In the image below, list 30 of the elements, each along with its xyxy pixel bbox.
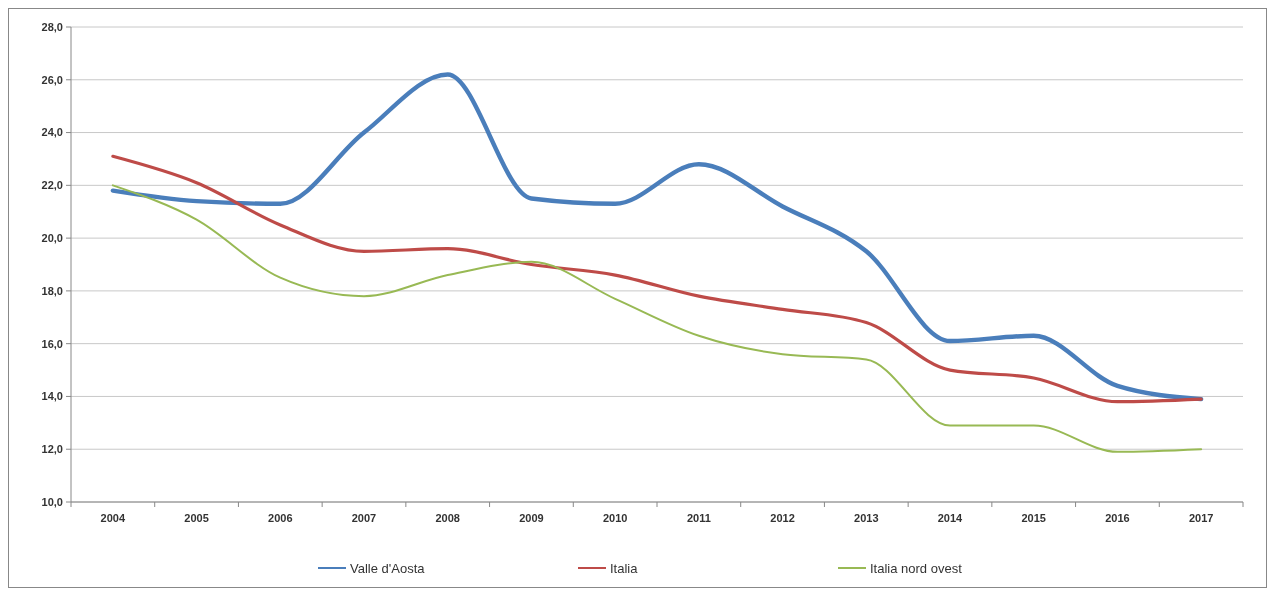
x-tick-label: 2015 (1021, 512, 1046, 524)
y-tick-label: 28,0 (41, 20, 63, 33)
y-tick-label: 12,0 (41, 443, 63, 456)
legend-label: Italia nord ovest (870, 560, 963, 576)
y-tick-label: 20,0 (41, 231, 63, 244)
x-tick-label: 2011 (686, 512, 711, 524)
line-series (111, 154, 1203, 404)
y-tick-label: 18,0 (41, 284, 63, 297)
x-tick-label: 2010 (602, 512, 628, 524)
x-tick-label: 2006 (268, 512, 293, 524)
x-tick-label: 2005 (184, 512, 209, 524)
x-tick-label: 2009 (519, 512, 544, 524)
x-tick-label: 2004 (100, 512, 126, 524)
y-tick-label: 10,0 (41, 495, 63, 508)
y-tick-label: 14,0 (41, 390, 63, 403)
y-tick-label: 16,0 (41, 337, 63, 350)
y-tick-label: 26,0 (41, 73, 63, 86)
x-tick-label: 2017 (1188, 512, 1214, 524)
legend-label: Valle d'Aosta (350, 560, 426, 576)
x-tick-label: 2008 (435, 512, 460, 524)
legend-label: Italia (610, 560, 639, 576)
x-tick-label: 2016 (1105, 512, 1130, 524)
x-tick-label: 2007 (351, 512, 377, 524)
x-tick-label: 2012 (770, 512, 795, 524)
y-tick-label: 24,0 (41, 126, 63, 139)
x-tick-label: 2013 (854, 512, 879, 524)
x-tick-label: 2014 (937, 512, 964, 524)
y-tick-label: 22,0 (41, 179, 63, 192)
line-series (110, 72, 1204, 402)
line-series (111, 184, 1203, 453)
